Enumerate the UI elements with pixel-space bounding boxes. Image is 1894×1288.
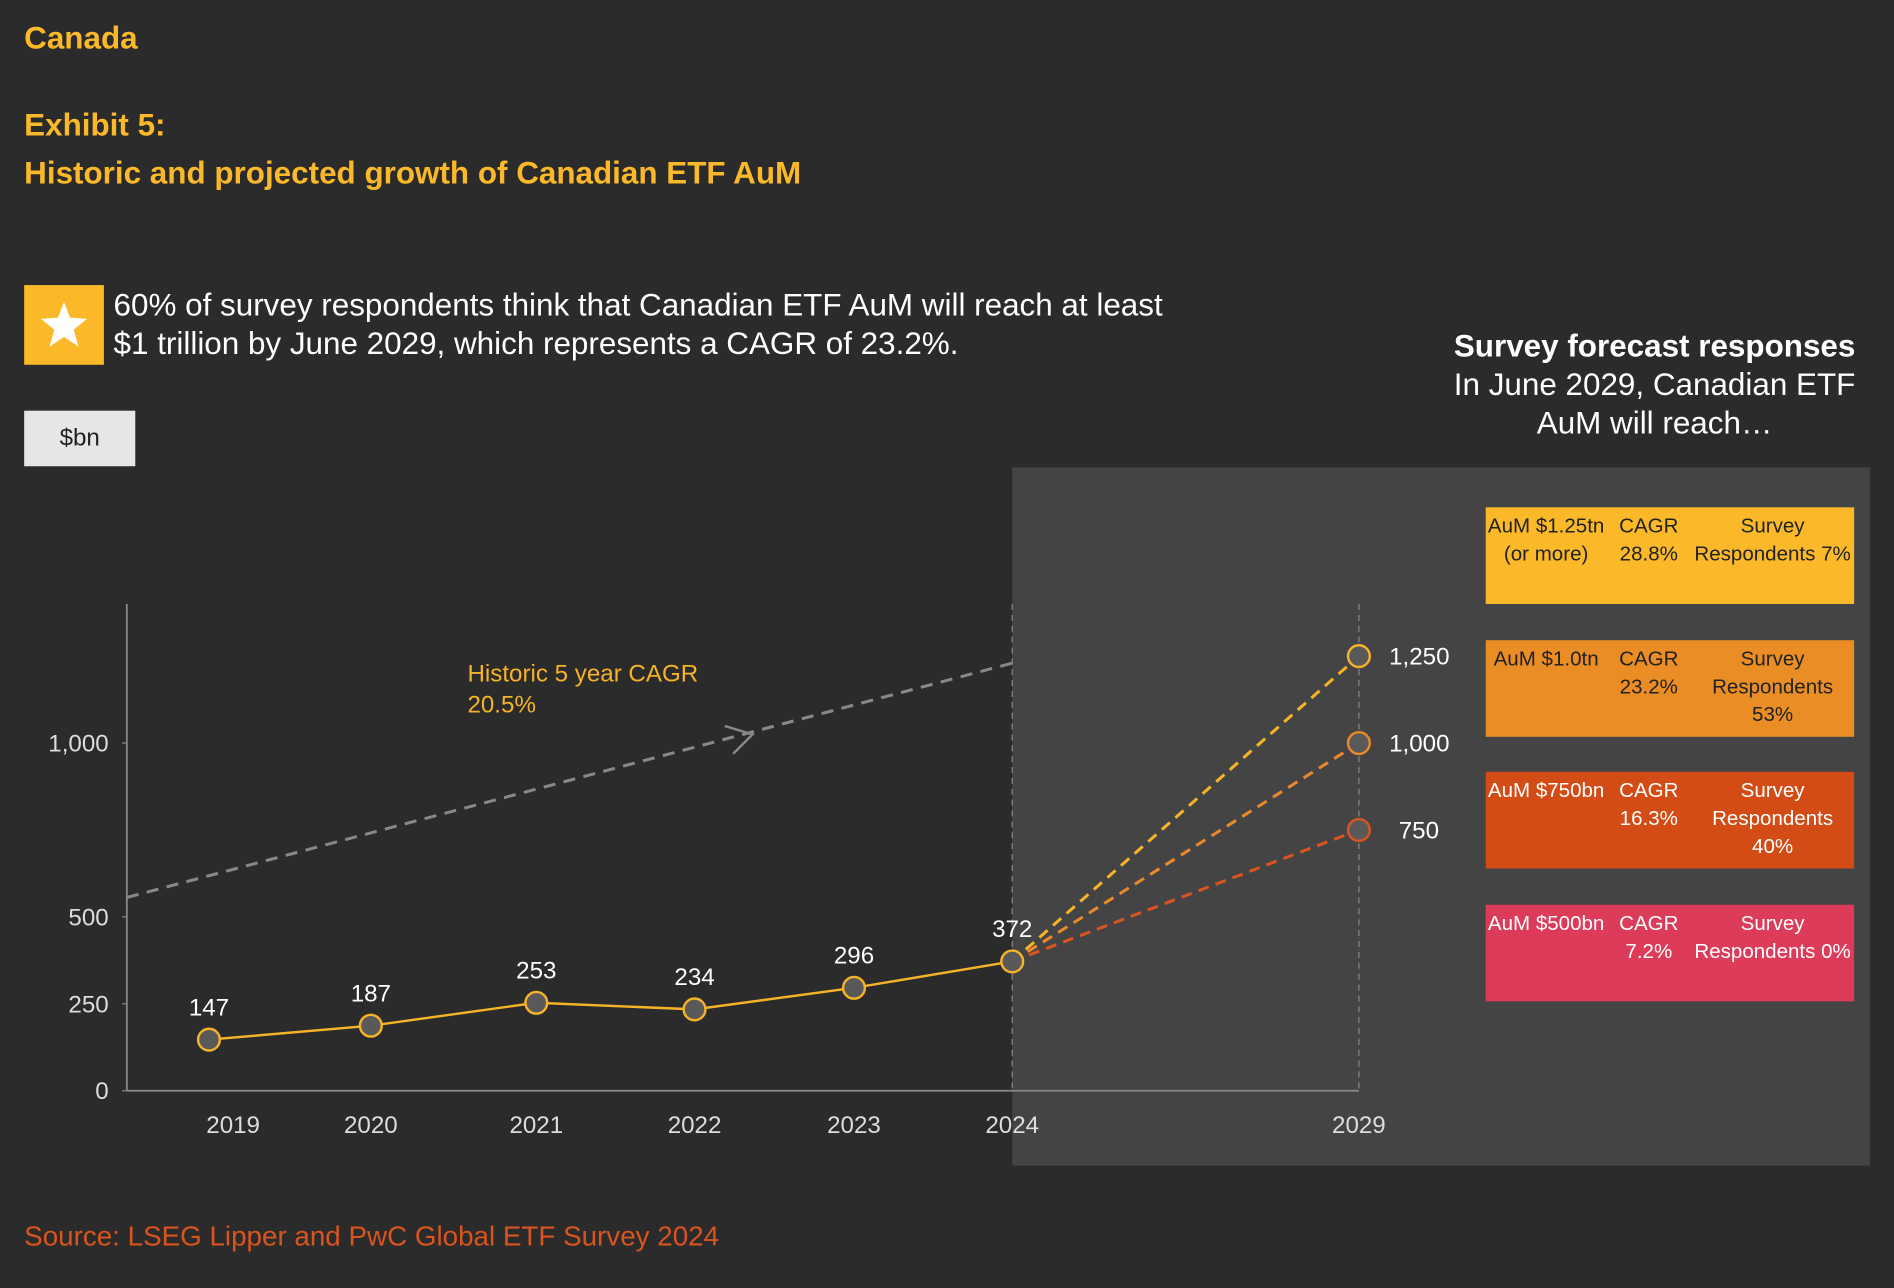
x-tick-label: 2024 — [985, 1112, 1039, 1139]
box-aum: AuM $1.0tn — [1493, 647, 1599, 671]
box-aum: AuM $500bn — [1487, 912, 1605, 936]
source: Source: LSEG Lipper and PwC Global ETF S… — [24, 1219, 720, 1252]
x-tick-label: 2020 — [344, 1112, 398, 1139]
data-label: 372 — [992, 916, 1032, 943]
trend-line — [126, 661, 1013, 899]
box-cagr: CAGR 7.2% — [1619, 912, 1679, 963]
series-line — [208, 960, 1013, 1041]
data-label: 1,250 — [1389, 644, 1449, 671]
trend-arrow — [724, 724, 755, 755]
data-label: 147 — [189, 994, 229, 1021]
data-label: 234 — [674, 964, 714, 991]
x-tick-label: 2029 — [1332, 1112, 1386, 1139]
callout-line: 60% of survey respondents think that Can… — [113, 286, 1163, 323]
box-respondents: Survey Respondents 0% — [1694, 912, 1851, 963]
point — [1346, 644, 1371, 669]
forecast-box: AuM $1.0tn CAGR 23.2% Survey Respondents 5… — [1485, 639, 1855, 737]
point — [1000, 949, 1025, 974]
point — [682, 997, 707, 1022]
data-label: 253 — [516, 958, 556, 985]
box-respondents: Survey Respondents 53% — [1712, 647, 1834, 726]
point — [1346, 730, 1371, 756]
star-icon — [24, 285, 104, 365]
point — [1346, 817, 1371, 843]
unit-badge: $bn — [24, 410, 136, 467]
point — [524, 990, 549, 1015]
x-tick-label: 2023 — [827, 1112, 881, 1139]
y-tick-label: 0 — [95, 1078, 108, 1105]
exhibit: Exhibit 5: — [24, 106, 166, 143]
forecast-box: AuM $750bn CAGR 16.3% Survey Respondents 4… — [1485, 772, 1855, 869]
box-aum: AuM $1.25tn (or more) — [1487, 514, 1605, 566]
box-cagr: CAGR 23.2% — [1619, 647, 1679, 698]
data-label: 296 — [834, 943, 874, 970]
x-tick-label: 2022 — [668, 1112, 722, 1139]
panel-subtitle: In June 2029, Canadian ETF — [1453, 365, 1856, 403]
series-line — [1011, 741, 1360, 963]
series-line — [1011, 828, 1360, 963]
x-tick-label: 2019 — [206, 1112, 260, 1139]
x-tick-label: 2021 — [509, 1112, 563, 1139]
point — [841, 975, 867, 1000]
title: Historic and projected growth of Canadia… — [24, 154, 802, 191]
data-label: 750 — [1399, 817, 1439, 844]
box-aum: AuM $750bn — [1487, 779, 1605, 803]
y-tick-label: 250 — [68, 991, 108, 1018]
panel-subtitle: AuM will reach… — [1536, 404, 1773, 441]
forecast-box: AuM $1.25tn (or more) CAGR 28.8% Survey Re… — [1485, 507, 1855, 604]
region: Canada — [24, 19, 138, 56]
box-respondents: Survey Respondents 7% — [1694, 514, 1851, 566]
forecast-box: AuM $500bn CAGR 7.2% Survey Respondents 0% — [1485, 904, 1855, 1002]
panel-title: Survey forecast responses — [1453, 327, 1856, 364]
data-label: 187 — [351, 981, 391, 1008]
series-line — [1011, 654, 1360, 963]
annotation: Historic 5 year CAGR — [467, 660, 698, 687]
box-respondents: Survey Respondents 40% — [1712, 779, 1834, 859]
y-tick-label: 1,000 — [48, 730, 108, 757]
box-cagr: CAGR 28.8% — [1619, 514, 1679, 566]
callout: 60% of survey respondents think that Can… — [114, 285, 1163, 362]
box-cagr: CAGR 16.3% — [1619, 779, 1679, 831]
y-tick-label: 500 — [68, 904, 108, 931]
annotation: 20.5% — [467, 692, 535, 719]
panel-heading: Survey forecast responses In June 2029, … — [1454, 326, 1856, 442]
point — [196, 1027, 222, 1052]
data-label: 1,000 — [1389, 730, 1449, 757]
callout-line: $1 trillion by June 2029, which represen… — [113, 324, 959, 362]
point — [358, 1013, 383, 1038]
